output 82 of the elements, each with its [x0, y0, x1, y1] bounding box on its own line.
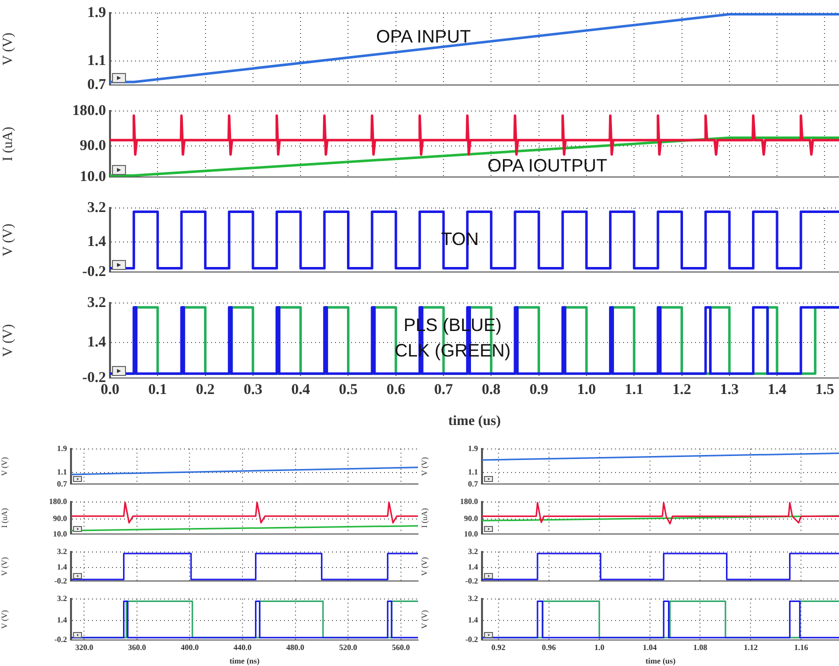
y-axis-title: I (uA) [0, 508, 9, 528]
x-tick-label: 0.4 [291, 382, 310, 398]
y-tick-label: 3.2 [87, 200, 106, 216]
x-tick-label: 0.3 [244, 382, 262, 398]
x-tick-label: 1.5 [815, 382, 834, 398]
y-axis-title: V (V) [420, 556, 429, 576]
x-axis-title: time (us) [448, 414, 502, 430]
y-tick-label: -0.2 [82, 264, 106, 280]
x-tick-label: 1.0 [594, 642, 604, 652]
y-axis-title: V (V) [1, 32, 16, 66]
y-axis-title: I (uA) [420, 508, 429, 528]
y-tick-label: 180.0 [72, 102, 106, 119]
y-axis-title: V (V) [0, 456, 9, 476]
y-axis-title: V (V) [1, 324, 16, 357]
x-tick-label: 0.6 [386, 382, 406, 398]
x-tick-label: 0.7 [434, 382, 454, 398]
x-tick-label: 400.0 [180, 642, 199, 652]
x-tick-label: 0.5 [338, 382, 358, 398]
x-tick-label: 1.3 [720, 382, 739, 398]
y-tick-label: 0.7 [57, 479, 67, 488]
x-axis-title: time (us) [646, 656, 676, 666]
y-tick-label: 1.4 [57, 562, 67, 572]
y-axis-title: V (V) [420, 456, 429, 476]
y-axis-title: V (V) [1, 223, 16, 256]
y-axis-title: V (V) [420, 610, 429, 629]
y-tick-label: 3.2 [57, 546, 67, 556]
annotation: OPA INPUT [376, 26, 471, 46]
x-tick-label: 0.92 [491, 642, 506, 652]
x-tick-label: 0.8 [482, 382, 501, 398]
x-tick-label: 440.0 [234, 642, 252, 652]
y-tick-label: -0.2 [465, 576, 478, 586]
x-tick-label: 0.2 [196, 382, 215, 398]
x-tick-label: 1.2 [672, 382, 692, 398]
y-tick-label: 3.2 [468, 546, 478, 556]
y-tick-label: -0.2 [54, 576, 67, 586]
x-tick-label: 0.0 [100, 382, 120, 398]
y-tick-label: 90.0 [80, 138, 106, 154]
x-tick-label: 480.0 [286, 642, 304, 652]
x-axis-title: time (ns) [230, 656, 260, 666]
y-tick-label: -0.2 [54, 635, 67, 644]
x-tick-label: 0.96 [542, 642, 556, 652]
y-tick-label: 10.0 [464, 529, 478, 538]
annotation: OPA IOUTPUT [488, 155, 608, 176]
y-tick-label: 1.1 [468, 467, 478, 476]
y-tick-label: 1.4 [468, 616, 478, 625]
x-tick-label: 560.0 [392, 642, 410, 652]
y-tick-label: 1.4 [57, 616, 67, 625]
y-tick-label: 10.0 [53, 529, 67, 538]
y-tick-label: 3.2 [468, 594, 478, 603]
y-tick-label: 1.4 [87, 234, 106, 250]
y-tick-label: 3.2 [57, 594, 67, 603]
y-axis-title: V (V) [0, 610, 9, 629]
x-tick-label: 0.9 [529, 382, 548, 398]
x-tick-label: 520.0 [339, 642, 358, 652]
x-tick-label: 1.16 [794, 642, 808, 652]
y-tick-label: 0.7 [468, 479, 478, 488]
y-tick-label: 90.0 [464, 514, 478, 524]
y-tick-label: 1.1 [87, 52, 106, 69]
y-tick-label: 10.0 [80, 168, 106, 185]
x-tick-label: 320.0 [75, 642, 94, 652]
y-tick-label: 1.4 [468, 562, 478, 572]
x-tick-label: 360.0 [128, 642, 146, 652]
x-tick-label: 0.1 [148, 382, 168, 398]
x-tick-label: 1.1 [624, 382, 644, 398]
y-tick-label: 180.0 [49, 496, 67, 506]
y-tick-label: 3.2 [87, 294, 106, 311]
y-tick-label: 0.7 [87, 76, 106, 93]
x-tick-label: 1.0 [577, 382, 596, 398]
y-tick-label: 1.9 [468, 444, 478, 453]
x-tick-label: 1.08 [693, 642, 708, 652]
x-tick-label: 1.04 [642, 642, 657, 652]
x-tick-label: 1.12 [744, 642, 758, 652]
y-tick-label: -0.2 [465, 635, 478, 644]
y-tick-label: 180.0 [460, 496, 478, 506]
y-axis-title: V (V) [0, 556, 9, 576]
y-tick-label: 90.0 [53, 514, 67, 524]
y-tick-label: 1.9 [57, 444, 67, 453]
x-tick-label: 1.4 [768, 382, 787, 398]
y-tick-label: 1.4 [87, 334, 106, 351]
y-tick-label: 1.9 [87, 4, 106, 21]
y-tick-label: 1.1 [57, 467, 67, 476]
y-axis-title: I (uA) [1, 126, 16, 162]
